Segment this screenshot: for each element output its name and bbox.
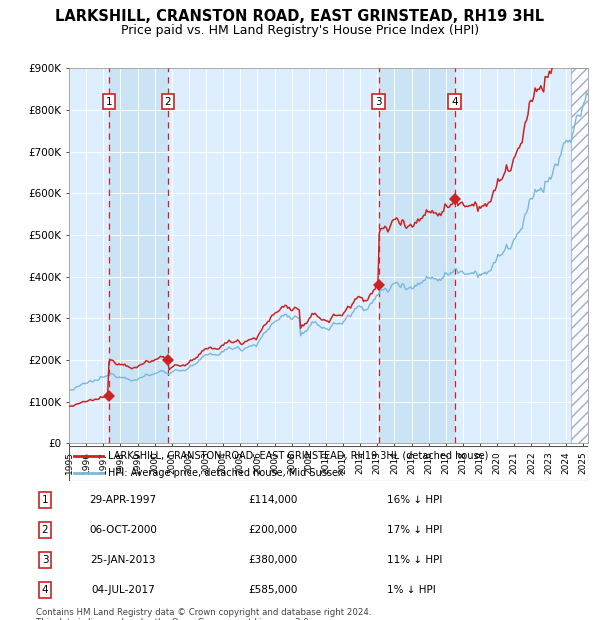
Text: 17% ↓ HPI: 17% ↓ HPI	[387, 525, 442, 535]
Text: 4: 4	[41, 585, 49, 595]
Text: £114,000: £114,000	[248, 495, 298, 505]
Text: £585,000: £585,000	[248, 585, 298, 595]
Bar	[109, 68, 168, 443]
Text: 11% ↓ HPI: 11% ↓ HPI	[387, 555, 442, 565]
Text: 04-JUL-2017: 04-JUL-2017	[91, 585, 155, 595]
Text: HPI: Average price, detached house, Mid Sussex: HPI: Average price, detached house, Mid …	[108, 468, 344, 478]
Text: Price paid vs. HM Land Registry's House Price Index (HPI): Price paid vs. HM Land Registry's House …	[121, 24, 479, 37]
Text: 3: 3	[375, 97, 382, 107]
Text: 1% ↓ HPI: 1% ↓ HPI	[387, 585, 436, 595]
Bar	[571, 68, 588, 443]
Text: 16% ↓ HPI: 16% ↓ HPI	[387, 495, 442, 505]
Text: 1: 1	[41, 495, 49, 505]
Text: LARKSHILL, CRANSTON ROAD, EAST GRINSTEAD, RH19 3HL: LARKSHILL, CRANSTON ROAD, EAST GRINSTEAD…	[55, 9, 545, 24]
Text: 2: 2	[164, 97, 171, 107]
Text: LARKSHILL, CRANSTON ROAD, EAST GRINSTEAD, RH19 3HL (detached house): LARKSHILL, CRANSTON ROAD, EAST GRINSTEAD…	[108, 451, 488, 461]
Text: 25-JAN-2013: 25-JAN-2013	[90, 555, 156, 565]
Text: £380,000: £380,000	[248, 555, 298, 565]
Text: 4: 4	[451, 97, 458, 107]
Text: 1: 1	[106, 97, 112, 107]
Text: 3: 3	[41, 555, 49, 565]
Text: 06-OCT-2000: 06-OCT-2000	[89, 525, 157, 535]
Text: 2: 2	[41, 525, 49, 535]
Text: £200,000: £200,000	[248, 525, 298, 535]
Bar	[379, 68, 455, 443]
Text: Contains HM Land Registry data © Crown copyright and database right 2024.
This d: Contains HM Land Registry data © Crown c…	[36, 608, 371, 620]
Text: 29-APR-1997: 29-APR-1997	[89, 495, 157, 505]
